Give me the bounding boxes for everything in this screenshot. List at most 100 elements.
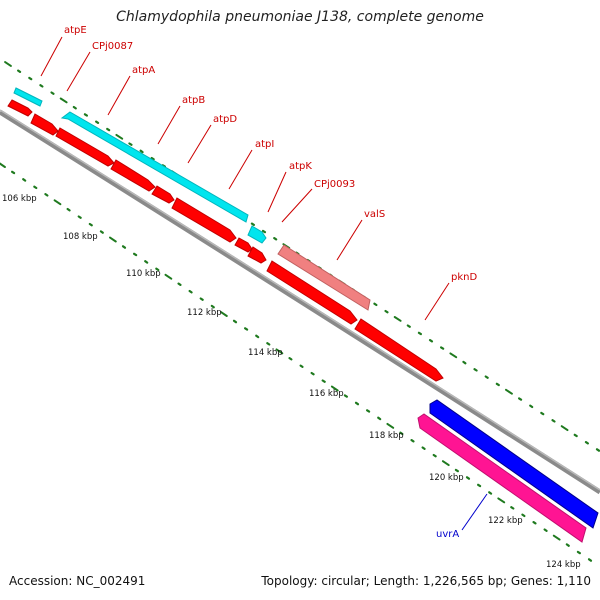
outer-tick-13 [150, 156, 155, 161]
inner-tick-22 [244, 327, 249, 331]
outer-tick-24 [273, 237, 278, 241]
gene-label-CPj0087: CPj0087 [92, 41, 133, 52]
gene-label-atpB: atpB [182, 95, 205, 106]
inner-tick-26 [288, 357, 293, 361]
outer-tick-4 [50, 91, 55, 95]
outer-tick-6 [72, 105, 77, 110]
inner-tick-9 [99, 230, 104, 234]
gene-CPj0093[interactable] [171, 197, 237, 243]
scale-label-106: 106 kbp [2, 194, 37, 204]
inner-tick-37 [410, 439, 415, 443]
inner-tick-47 [521, 513, 526, 518]
outer-tick-52 [584, 441, 590, 445]
leader-valS [336, 219, 363, 261]
inner-tick-39 [432, 453, 437, 458]
outer-tick-0 [4, 61, 12, 67]
inner-tick-3 [33, 185, 38, 190]
leader-atpE [40, 36, 63, 77]
outer-tick-33 [373, 302, 378, 307]
gene-atpK[interactable] [247, 225, 267, 244]
inner-tick-14 [155, 267, 160, 272]
outer-tick-5 [59, 97, 68, 104]
leader-atpI [228, 149, 253, 190]
inner-tick-29 [321, 379, 326, 383]
outer-tick-46 [517, 397, 523, 401]
gene-atpE-red[interactable] [234, 237, 253, 253]
genome-backbone [0, 109, 600, 495]
outer-tick-12 [139, 149, 144, 154]
outer-tick-41 [462, 360, 467, 365]
outer-tick-48 [540, 411, 545, 416]
outer-tick-9 [106, 127, 111, 132]
outer-tick-35 [393, 316, 402, 322]
outer-tick-11 [128, 142, 133, 146]
inner-tick-38 [421, 446, 426, 450]
gene-uvrA-pink[interactable] [417, 413, 587, 543]
inner-tick-41 [454, 468, 459, 473]
outer-tick-47 [529, 404, 534, 409]
gene-label-atpA: atpA [132, 65, 155, 76]
inner-tick-row [0, 162, 593, 562]
inner-tick-21 [232, 319, 238, 324]
outer-tick-8 [94, 120, 100, 125]
gene-atpB[interactable] [30, 113, 59, 136]
gene-label-atpD: atpD [213, 114, 237, 125]
genome-backbone-highlight [0, 109, 600, 491]
gene-atpE[interactable] [13, 87, 43, 107]
label-leaders [40, 36, 488, 531]
inner-tick-8 [88, 222, 93, 227]
inner-tick-49 [543, 528, 548, 533]
inner-tick-43 [477, 483, 482, 488]
outer-tick-43 [484, 375, 489, 379]
gene-valS[interactable] [277, 244, 371, 311]
outer-tick-39 [440, 346, 445, 350]
gene-valS-red[interactable] [266, 260, 358, 325]
inner-tick-11 [121, 245, 127, 249]
inner-tick-27 [299, 364, 304, 368]
leader-atpK [267, 171, 287, 213]
scale-label-112: 112 kbp [187, 308, 222, 318]
inner-tick-42 [465, 476, 471, 480]
inner-tick-45 [497, 497, 506, 504]
outer-tick-36 [406, 324, 411, 328]
gene-label-atpK: atpK [289, 161, 312, 172]
inner-tick-6 [66, 207, 71, 212]
gene-atpA[interactable] [60, 111, 249, 223]
inner-tick-30 [330, 385, 339, 392]
inner-tick-4 [44, 193, 49, 197]
gene-atpD[interactable] [55, 127, 115, 167]
inner-tick-48 [532, 520, 537, 525]
outer-tick-23 [261, 229, 267, 234]
inner-tick-10 [109, 236, 117, 243]
gene-uvrA-blue[interactable] [429, 399, 599, 529]
gene-atpD-red[interactable] [247, 246, 267, 264]
inner-tick-24 [266, 342, 271, 346]
outer-tick-40 [449, 352, 458, 359]
genome-summary-text: Topology: circular; Length: 1,226,565 bp… [261, 574, 591, 588]
outer-tick-34 [384, 309, 389, 314]
leader-CPj0087 [66, 51, 91, 92]
scale-label-110: 110 kbp [126, 269, 161, 279]
outer-tick-51 [573, 433, 578, 438]
scale-label-group: 106 kbp 108 kbp 110 kbp 112 kbp 114 kbp … [2, 194, 581, 570]
gene-atpK-red[interactable] [151, 185, 175, 204]
gene-pknD[interactable] [354, 318, 444, 382]
genome-title: Chlamydophila pneumoniae J138, complete … [116, 9, 484, 25]
inner-tick-44 [488, 491, 493, 495]
inner-tick-12 [133, 252, 138, 257]
inner-tick-51 [565, 543, 570, 547]
gene-atpI[interactable] [110, 159, 156, 192]
inner-tick-1 [11, 170, 16, 175]
gene-label-atpE: atpE [64, 25, 87, 36]
scale-label-122: 122 kbp [488, 516, 523, 526]
inner-tick-28 [310, 371, 315, 376]
gene-label-valS: valS [364, 209, 385, 220]
inner-tick-17 [188, 289, 193, 294]
leader-uvrA [461, 493, 488, 531]
forward-strand-genes [7, 99, 444, 382]
inner-tick-16 [177, 282, 182, 286]
gene-CPj0087[interactable] [7, 99, 33, 117]
outer-tick-3 [39, 84, 44, 88]
